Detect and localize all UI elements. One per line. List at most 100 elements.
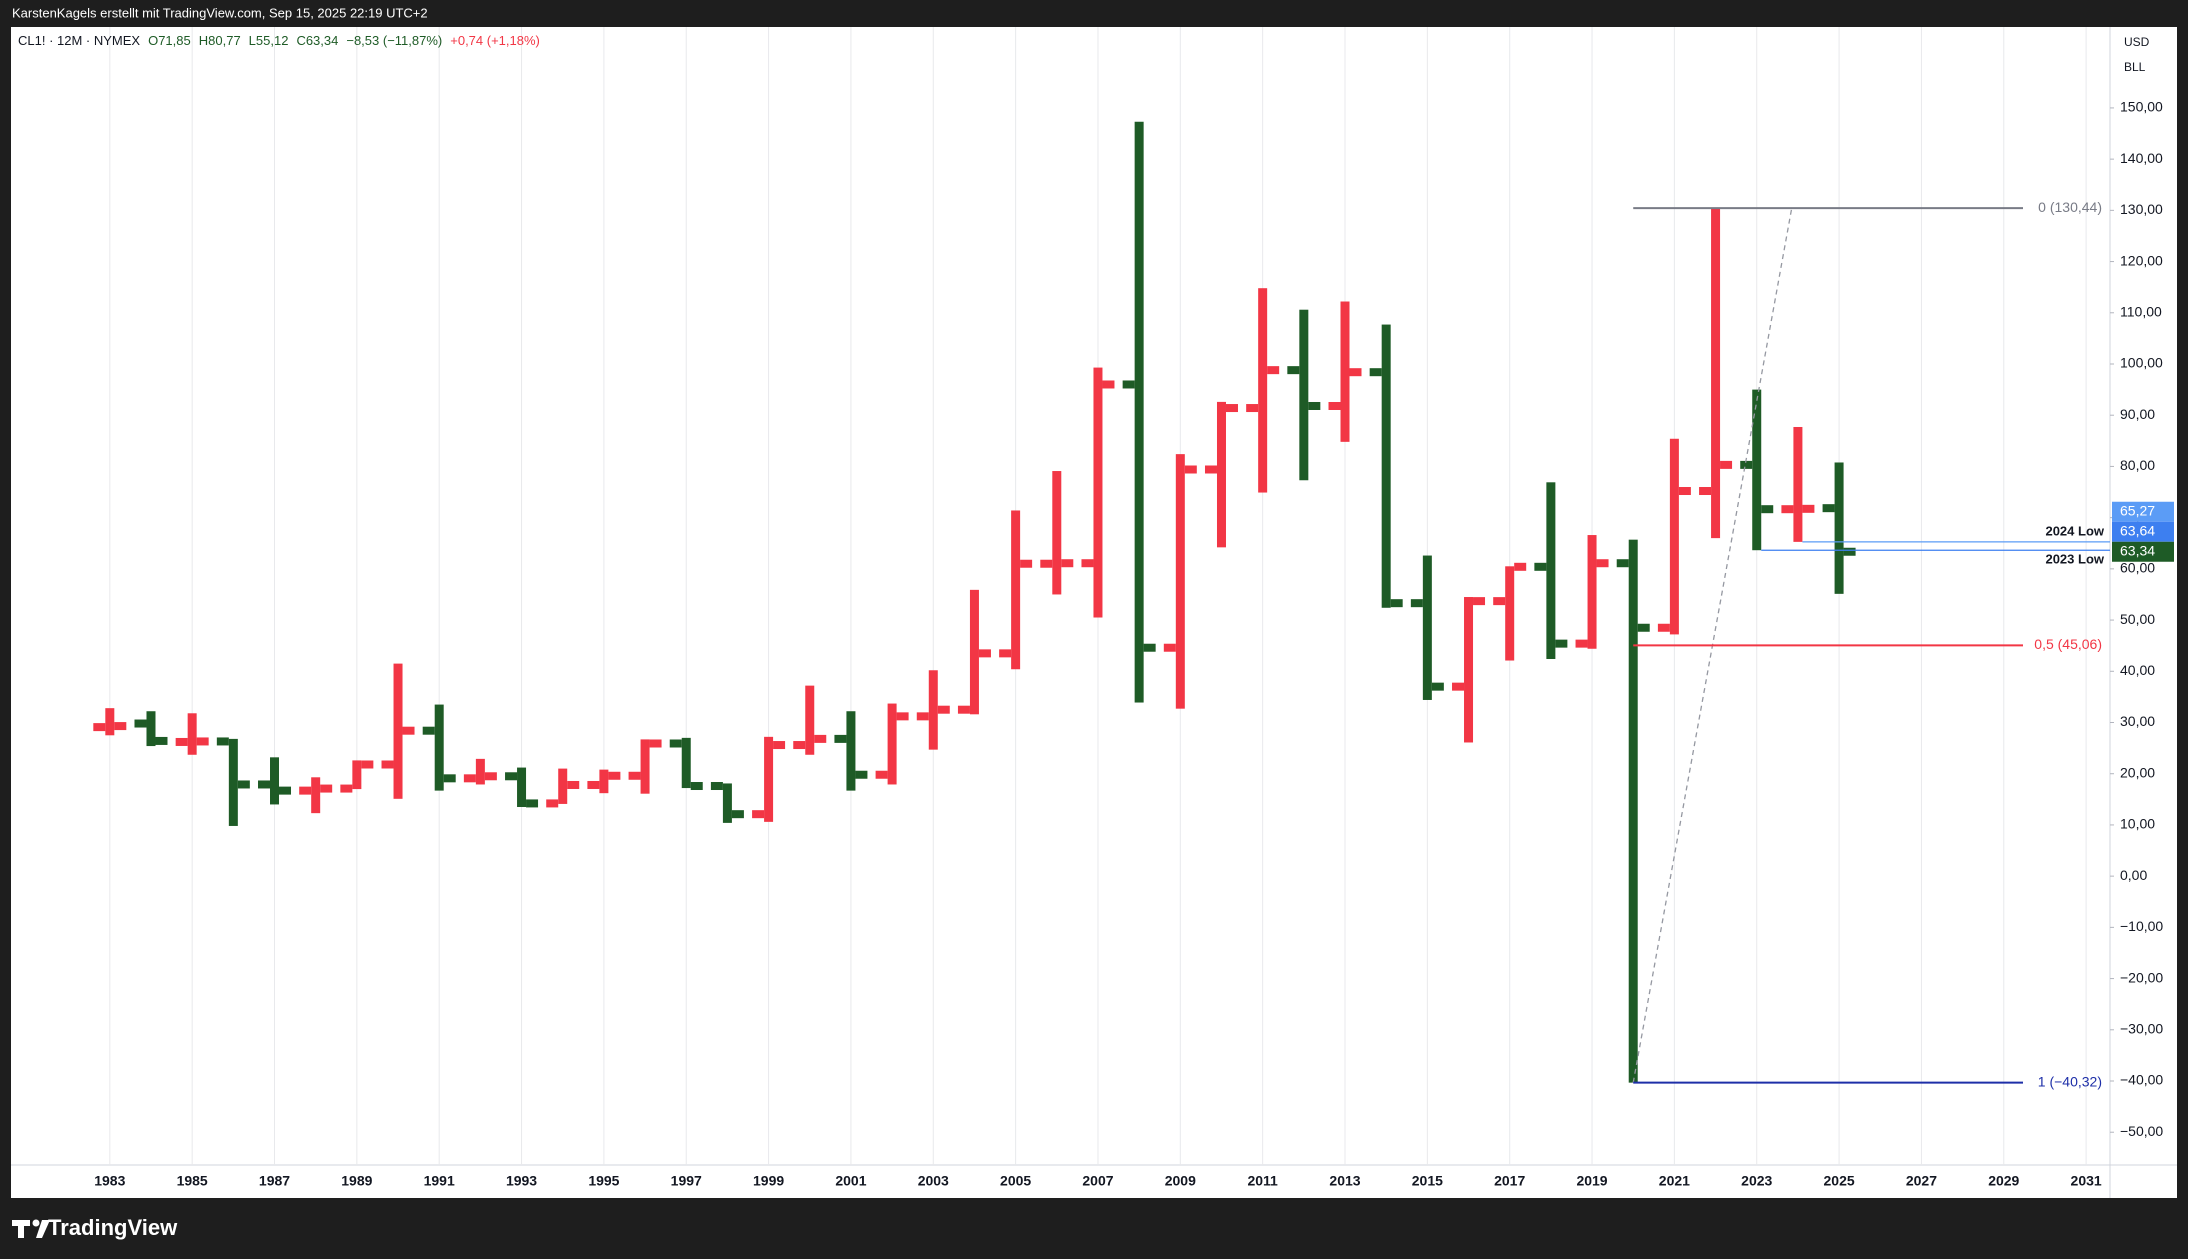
bar-close xyxy=(814,734,827,743)
x-tick-label: 1987 xyxy=(259,1173,290,1189)
bar-range xyxy=(1669,438,1679,635)
bar-close xyxy=(1061,559,1074,568)
x-tick-label: 2007 xyxy=(1082,1173,1113,1189)
fib-label: 1 (−40,32) xyxy=(2038,1073,2102,1089)
bar-close xyxy=(402,726,415,735)
x-tick-label: 2009 xyxy=(1165,1173,1196,1189)
bar-close xyxy=(773,741,786,750)
bar-range xyxy=(1134,121,1144,703)
fib-label: 0 (130,44) xyxy=(2038,199,2102,215)
legend-item: +0,74 (+1,18%) xyxy=(450,33,540,48)
bar-range xyxy=(805,685,815,755)
bar-open xyxy=(1122,380,1135,389)
bar-range xyxy=(270,757,280,805)
bar-open xyxy=(957,705,970,714)
y-tick-label: 0,00 xyxy=(2120,867,2147,883)
bar-open xyxy=(1781,505,1794,514)
bar-close xyxy=(114,722,127,731)
bar-close xyxy=(443,774,456,783)
bar-open xyxy=(1657,623,1670,632)
bar-range xyxy=(1793,426,1803,542)
bar-close xyxy=(237,780,250,789)
y-tick-label: 10,00 xyxy=(2120,816,2155,832)
bar-close xyxy=(196,737,209,746)
x-tick-label: 2025 xyxy=(1824,1173,1855,1189)
currency-label: USD xyxy=(2124,35,2150,49)
y-tick-label: 40,00 xyxy=(2120,662,2155,678)
bar-open xyxy=(834,734,847,743)
legend-item: O71,85 xyxy=(148,33,191,48)
x-tick-label: 1985 xyxy=(177,1173,208,1189)
bar-close xyxy=(978,649,991,658)
bar-close xyxy=(1514,562,1527,571)
x-tick-label: 2017 xyxy=(1494,1173,1525,1189)
y-tick-label: 100,00 xyxy=(2120,355,2163,371)
x-tick-label: 2013 xyxy=(1329,1173,1360,1189)
bar-open xyxy=(93,723,106,732)
bar-open xyxy=(1822,504,1835,513)
bar-close xyxy=(361,760,374,769)
legend-item: CL1! · 12M · NYMEX xyxy=(18,33,140,48)
bar-open xyxy=(299,786,312,795)
bar-open xyxy=(1575,639,1588,648)
bar-close xyxy=(1184,465,1197,474)
bar-close xyxy=(526,799,539,808)
x-tick-label: 2019 xyxy=(1576,1173,1607,1189)
x-tick-label: 2023 xyxy=(1741,1173,1772,1189)
brand-name: TradingView xyxy=(48,1215,178,1240)
y-tick-label: −10,00 xyxy=(2120,918,2163,934)
x-tick-label: 1995 xyxy=(588,1173,619,1189)
bar-open xyxy=(916,712,929,721)
bar-range xyxy=(1258,288,1268,493)
bar-close xyxy=(1637,623,1650,632)
x-tick-label: 2015 xyxy=(1412,1173,1443,1189)
bar-range xyxy=(1752,389,1762,551)
y-tick-label: 130,00 xyxy=(2120,201,2163,217)
x-tick-label: 2001 xyxy=(835,1173,866,1189)
price-badge xyxy=(2112,501,2174,522)
x-tick-label: 2011 xyxy=(1247,1173,1278,1189)
legend-item: L55,12 xyxy=(249,33,289,48)
bar-close xyxy=(155,736,168,745)
header-text: KarstenKagels erstellt mit TradingView.c… xyxy=(12,5,428,20)
bar-range xyxy=(1834,462,1844,594)
bar-range xyxy=(928,670,938,750)
bar-close xyxy=(484,772,497,781)
bar-open xyxy=(587,780,600,789)
last-price-badge xyxy=(2112,541,2174,562)
y-tick-label: −50,00 xyxy=(2120,1123,2163,1139)
y-tick-label: 140,00 xyxy=(2120,150,2163,166)
bar-open xyxy=(216,737,229,746)
bar-open xyxy=(710,782,723,791)
y-tick-label: 80,00 xyxy=(2120,457,2155,473)
x-tick-label: 1993 xyxy=(506,1173,537,1189)
bar-close xyxy=(1473,597,1486,606)
bar-close xyxy=(608,771,621,780)
bar-range xyxy=(1052,471,1062,595)
price-badge-label: 63,64 xyxy=(2120,522,2155,538)
legend-item: −8,53 (−11,87%) xyxy=(346,33,442,48)
bar-range xyxy=(599,769,609,794)
x-tick-label: 1999 xyxy=(753,1173,784,1189)
bar-close xyxy=(731,810,744,819)
bar-open xyxy=(134,719,147,728)
bar-range xyxy=(969,589,979,715)
bar-range xyxy=(393,663,403,799)
bar-open xyxy=(752,810,765,819)
legend: CL1! · 12M · NYMEX O71,85 H80,77 L55,12 C63,… xyxy=(18,33,540,48)
bar-close xyxy=(937,705,950,714)
x-tick-label: 1991 xyxy=(424,1173,455,1189)
bar-range xyxy=(311,777,321,814)
bar-close xyxy=(1843,547,1856,556)
y-tick-label: 110,00 xyxy=(2120,303,2162,319)
x-tick-label: 2005 xyxy=(1000,1173,1031,1189)
x-tick-label: 2029 xyxy=(1988,1173,2019,1189)
bar-close xyxy=(690,782,703,791)
y-tick-label: −30,00 xyxy=(2120,1020,2163,1036)
y-tick-label: 30,00 xyxy=(2120,713,2155,729)
bar-open xyxy=(1410,599,1423,608)
bar-open xyxy=(875,770,888,779)
bar-open xyxy=(628,771,641,780)
